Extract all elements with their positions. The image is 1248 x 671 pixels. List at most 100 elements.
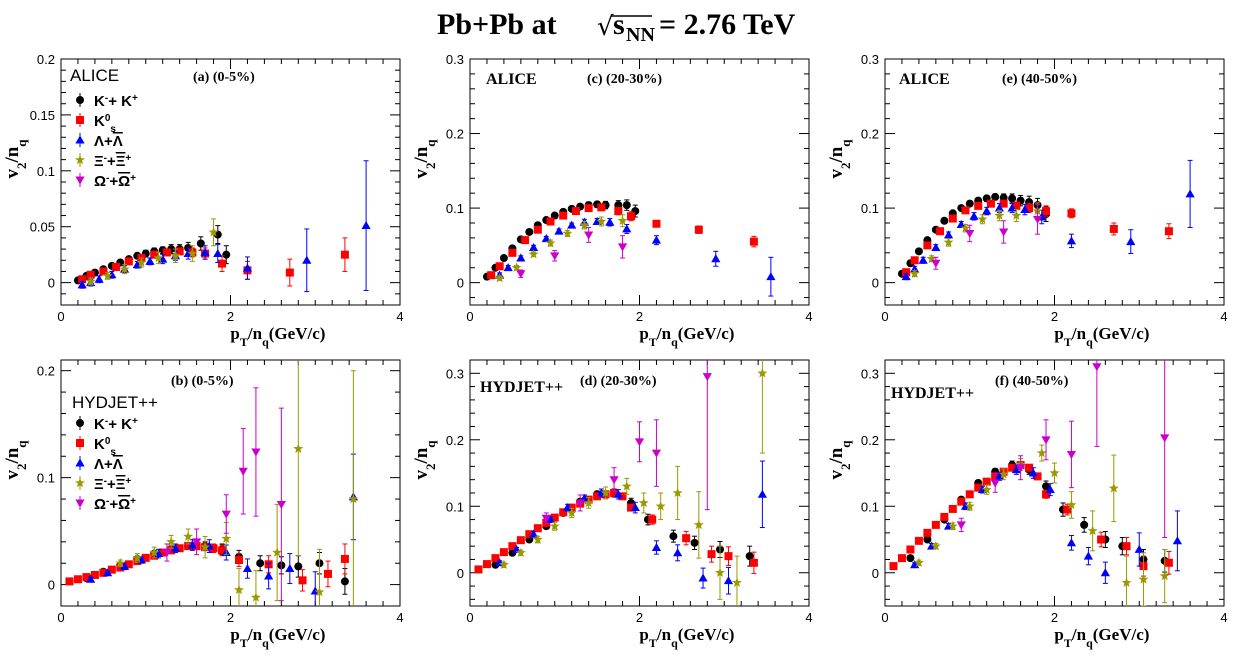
data-point-Xi (621, 481, 632, 491)
legend-label-K0s-part-2: s (110, 447, 116, 458)
data-point-K0s (99, 568, 108, 577)
data-point-K0s (150, 250, 159, 259)
legend-label-K0s: K0s (94, 113, 116, 135)
data-point-L (94, 274, 104, 283)
data-point-K (294, 562, 303, 571)
data-point-Xi (638, 497, 649, 508)
data-point-K0s (749, 237, 758, 246)
y-tick-label: 0.1 (861, 201, 879, 216)
data-point-L (994, 203, 1005, 212)
data-point-Xi (170, 250, 181, 261)
data-point-Xi (187, 248, 198, 258)
x-axis-title-part-0: p (639, 324, 648, 343)
y-axis-title-part-0: v (826, 169, 847, 179)
x-axis-title-part-4: (GeV/c) (269, 625, 326, 644)
model-label: ALICE (70, 66, 119, 85)
data-point-L (528, 529, 539, 538)
y-tick-label: 0.15 (30, 108, 55, 123)
data-point-L (361, 221, 371, 230)
x-axis-title-part-4: (GeV/c) (269, 324, 326, 343)
data-point-L (213, 248, 223, 258)
data-point-Om (702, 373, 712, 382)
legend-label-Xi-part-0: Ξ (94, 153, 104, 170)
data-point-K0s (546, 217, 555, 226)
x-axis-title-part-3: q (1086, 335, 1093, 349)
x-tick-label: 4 (396, 309, 403, 324)
data-point-Om (609, 476, 619, 485)
data-point-K0s (184, 542, 193, 551)
x-axis-title: pT/nq(GeV/c) (639, 324, 734, 349)
panel-label: (c) (20-30%) (587, 72, 662, 87)
x-axis-title-part-0: p (1054, 324, 1063, 343)
data-point-L (242, 263, 253, 272)
data-point-Xi (943, 237, 954, 247)
data-point-K0s (889, 562, 898, 571)
y-tick-label: 0.05 (30, 220, 55, 235)
data-point-Xi (977, 214, 988, 224)
x-axis-title-part-2: /n (1071, 625, 1087, 644)
plot-frame (469, 359, 810, 607)
y-axis-title-part-3: q (838, 440, 853, 448)
title-suffix: = 2.76 TeV (659, 8, 796, 41)
x-axis-title-part-3: q (262, 335, 269, 349)
legend-label-Xi-part-2: + (107, 153, 116, 170)
data-point-K0s (82, 573, 91, 582)
data-point-K (525, 227, 534, 236)
data-point-L (545, 514, 556, 524)
y-tick-label: 0.3 (861, 52, 879, 67)
data-point-L (605, 217, 615, 226)
y-axis-title-part-1: 2 (423, 464, 438, 471)
data-point-K0s (694, 225, 703, 234)
data-point-L (1185, 189, 1195, 198)
data-point-Xi (693, 519, 704, 530)
y-tick-label: 0.1 (37, 164, 55, 179)
data-point-K0s (495, 262, 504, 271)
data-point-Xi (998, 469, 1009, 479)
data-point-L (1100, 568, 1110, 577)
data-point-L (931, 243, 941, 252)
data-point-K (622, 201, 631, 210)
data-layer (65, 360, 359, 606)
data-point-K0s (1122, 542, 1131, 551)
data-point-Xi (272, 547, 283, 557)
model-label: HYDJET++ (891, 385, 974, 402)
data-point-Xi (579, 220, 590, 230)
data-point-Om (651, 449, 662, 458)
y-tick-label: 0.3 (861, 366, 879, 381)
data-point-Om (617, 243, 628, 252)
y-axis-title-part-1: 2 (838, 464, 853, 471)
data-point-K0s (1012, 201, 1021, 210)
data-point-K (222, 250, 231, 259)
data-point-Xi (549, 521, 560, 531)
data-point-K0s (73, 575, 82, 584)
legend-label-K-part-1: - (105, 93, 108, 104)
x-tick-label: 0 (466, 309, 473, 324)
legend-label-Om-part-3: Ω (118, 173, 130, 190)
data-point-K0s (1097, 535, 1106, 544)
y-axis-title-part-1: 2 (14, 163, 29, 170)
y-axis-title-part-2: /n (826, 146, 847, 163)
data-point-K0s (482, 560, 491, 569)
legend-label-K-part-1: - (105, 416, 108, 427)
data-point-K0s (584, 204, 593, 213)
legend-label-K-part-0: K (94, 93, 105, 110)
data-point-L (1066, 538, 1077, 547)
data-point-L (698, 573, 708, 582)
x-tick-label: 0 (466, 610, 473, 625)
y-tick-label: 0 (457, 566, 464, 581)
data-point-K (669, 532, 678, 541)
data-point-K0s (65, 577, 74, 586)
data-point-K0s (897, 554, 906, 563)
data-point-K (256, 559, 265, 568)
y-tick-label: 0.1 (861, 499, 879, 514)
y-axis-title-part-2: /n (2, 447, 23, 464)
data-point-K0s (999, 199, 1008, 208)
data-point-K0s (1042, 207, 1051, 216)
data-point-K0s (627, 503, 636, 512)
data-point-Om (516, 270, 526, 279)
y-axis-title-part-3: q (14, 139, 29, 147)
data-point-L (918, 255, 928, 264)
data-point-Xi (250, 592, 261, 602)
data-point-K0s (112, 262, 121, 271)
